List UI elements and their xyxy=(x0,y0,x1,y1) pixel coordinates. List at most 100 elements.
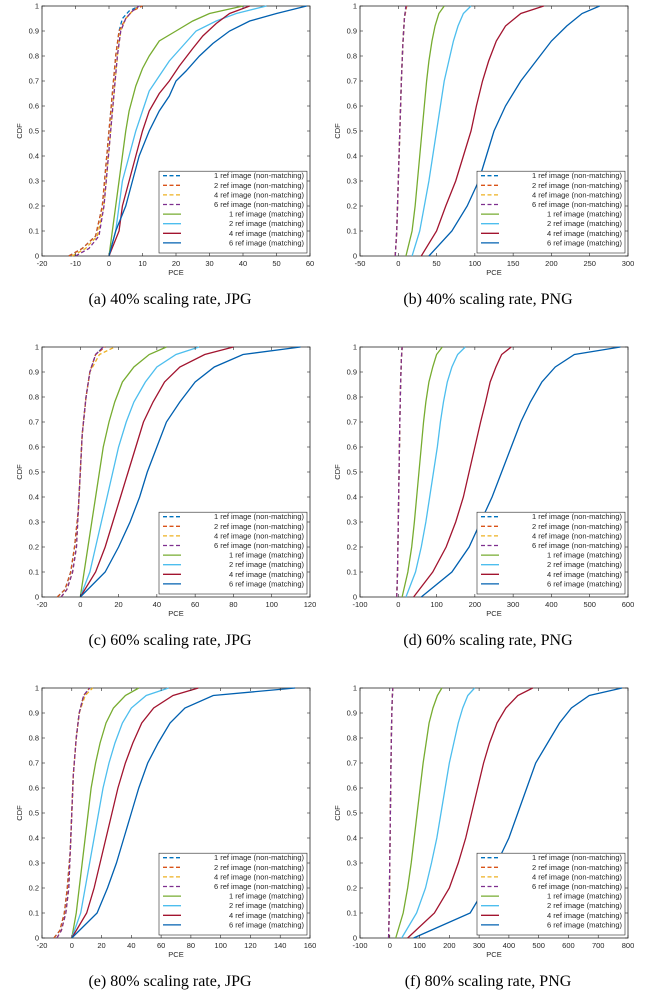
y-tick-label: 0 xyxy=(353,593,357,602)
series-line-6 xyxy=(108,5,267,257)
x-tick-label: 20 xyxy=(114,600,122,609)
legend-entry: 4 ref image (matching) xyxy=(547,229,623,238)
y-tick-label: 0.2 xyxy=(29,543,39,552)
legend-entry: 4 ref image (non-matching) xyxy=(532,872,623,881)
x-tick-label: 120 xyxy=(244,941,257,950)
y-axis-label: CDF xyxy=(333,464,342,480)
y-tick-label: 0.9 xyxy=(347,709,357,718)
x-axis-label: PCE xyxy=(486,609,501,618)
x-tick-label: 40 xyxy=(239,259,247,268)
x-tick-label: 400 xyxy=(545,600,558,609)
x-tick-label: 20 xyxy=(172,259,180,268)
legend: 1 ref image (non-matching)2 ref image (n… xyxy=(476,852,626,936)
x-tick-label: -100 xyxy=(352,941,367,950)
panel-caption: (c) 60% scaling rate, JPG xyxy=(88,632,252,649)
y-tick-label: 0.7 xyxy=(347,77,357,86)
y-tick-label: 0.6 xyxy=(29,784,39,793)
y-tick-label: 0.7 xyxy=(29,77,39,86)
y-tick-label: 0.8 xyxy=(29,393,39,402)
series-line-8 xyxy=(71,687,296,939)
y-tick-label: 0.2 xyxy=(347,202,357,211)
y-tick-label: 0.5 xyxy=(347,468,357,477)
series-line-4 xyxy=(75,5,140,257)
y-tick-label: 0.5 xyxy=(347,127,357,136)
x-tick-label: 60 xyxy=(191,600,199,609)
legend-entry: 4 ref image (matching) xyxy=(547,570,623,579)
legend-entry: 2 ref image (matching) xyxy=(547,219,623,228)
x-axis-label: PCE xyxy=(168,950,183,959)
series-line-5 xyxy=(405,5,445,257)
series-line-7 xyxy=(420,5,544,257)
legend-entry: 1 ref image (non-matching) xyxy=(532,171,623,180)
x-tick-label: 250 xyxy=(583,259,596,268)
x-tick-label: 0 xyxy=(107,259,111,268)
y-tick-label: 0.3 xyxy=(29,859,39,868)
y-tick-label: 0.1 xyxy=(29,909,39,918)
y-tick-label: 1 xyxy=(35,684,39,693)
y-tick-label: 0.2 xyxy=(29,202,39,211)
legend-entry: 4 ref image (non-matching) xyxy=(214,872,305,881)
series-line-4 xyxy=(60,346,104,598)
y-tick-label: 0.4 xyxy=(29,493,39,502)
x-tick-label: 100 xyxy=(469,259,482,268)
y-tick-label: 0.3 xyxy=(29,177,39,186)
x-tick-label: 300 xyxy=(473,941,486,950)
x-tick-label: 60 xyxy=(306,259,314,268)
x-axis-label: PCE xyxy=(168,268,183,277)
y-tick-label: 0.3 xyxy=(347,177,357,186)
legend-entry: 1 ref image (matching) xyxy=(229,892,305,901)
legend-box xyxy=(158,511,308,595)
y-tick-label: 0.4 xyxy=(29,834,39,843)
y-tick-label: 0.9 xyxy=(347,27,357,36)
series-line-2 xyxy=(53,687,91,939)
y-tick-label: 0.1 xyxy=(29,568,39,577)
legend-entry: 6 ref image (matching) xyxy=(229,238,305,247)
y-tick-label: 1 xyxy=(353,343,357,352)
y-tick-label: 0.5 xyxy=(29,468,39,477)
legend-entry: 2 ref image (non-matching) xyxy=(214,181,305,190)
chart-panel-2: -50 0 50 100 150 200 250 30000.10.20.30.40.50.6… xyxy=(333,2,634,308)
x-tick-label: 100 xyxy=(413,941,426,950)
panel-caption: (f) 80% scaling rate, PNG xyxy=(405,973,572,990)
series-line-6 xyxy=(79,346,200,598)
y-tick-label: 0.3 xyxy=(347,859,357,868)
y-tick-label: 0.5 xyxy=(29,809,39,818)
x-tick-label: 40 xyxy=(153,600,161,609)
series-line-6 xyxy=(411,5,472,257)
y-tick-label: 0.7 xyxy=(29,418,39,427)
series-line-6 xyxy=(71,687,169,939)
legend-entry: 6 ref image (non-matching) xyxy=(532,882,623,891)
x-tick-label: 200 xyxy=(443,941,456,950)
series-line-4 xyxy=(396,346,403,598)
legend-entry: 1 ref image (matching) xyxy=(229,210,305,219)
legend-entry: 1 ref image (matching) xyxy=(547,210,623,219)
y-tick-label: 0.8 xyxy=(347,393,357,402)
series-line-7 xyxy=(108,5,250,257)
y-tick-label: 0.3 xyxy=(29,518,39,527)
legend-entry: 6 ref image (non-matching) xyxy=(532,200,623,209)
y-tick-label: 0.4 xyxy=(347,493,357,502)
legend-entry: 4 ref image (matching) xyxy=(229,229,305,238)
y-axis-label: CDF xyxy=(15,805,24,821)
x-tick-label: -50 xyxy=(355,259,366,268)
x-tick-label: -20 xyxy=(37,259,48,268)
y-tick-label: 0.2 xyxy=(347,543,357,552)
y-tick-label: 0.7 xyxy=(347,759,357,768)
x-tick-label: 160 xyxy=(304,941,317,950)
x-tick-label: 50 xyxy=(432,259,440,268)
x-axis-label: PCE xyxy=(486,950,501,959)
series-line-8 xyxy=(108,5,307,257)
series-line-4 xyxy=(56,687,91,939)
y-tick-label: 0.1 xyxy=(347,909,357,918)
legend-entry: 2 ref image (matching) xyxy=(547,901,623,910)
x-axis-label: PCE xyxy=(486,268,501,277)
y-tick-label: 0.3 xyxy=(347,518,357,527)
legend-entry: 4 ref image (non-matching) xyxy=(532,190,623,199)
legend-box xyxy=(476,511,626,595)
legend-entry: 4 ref image (matching) xyxy=(547,911,623,920)
y-tick-label: 0.7 xyxy=(29,759,39,768)
legend: 1 ref image (non-matching)2 ref image (n… xyxy=(476,511,626,595)
legend-box xyxy=(476,852,626,936)
y-tick-label: 0 xyxy=(35,934,39,943)
